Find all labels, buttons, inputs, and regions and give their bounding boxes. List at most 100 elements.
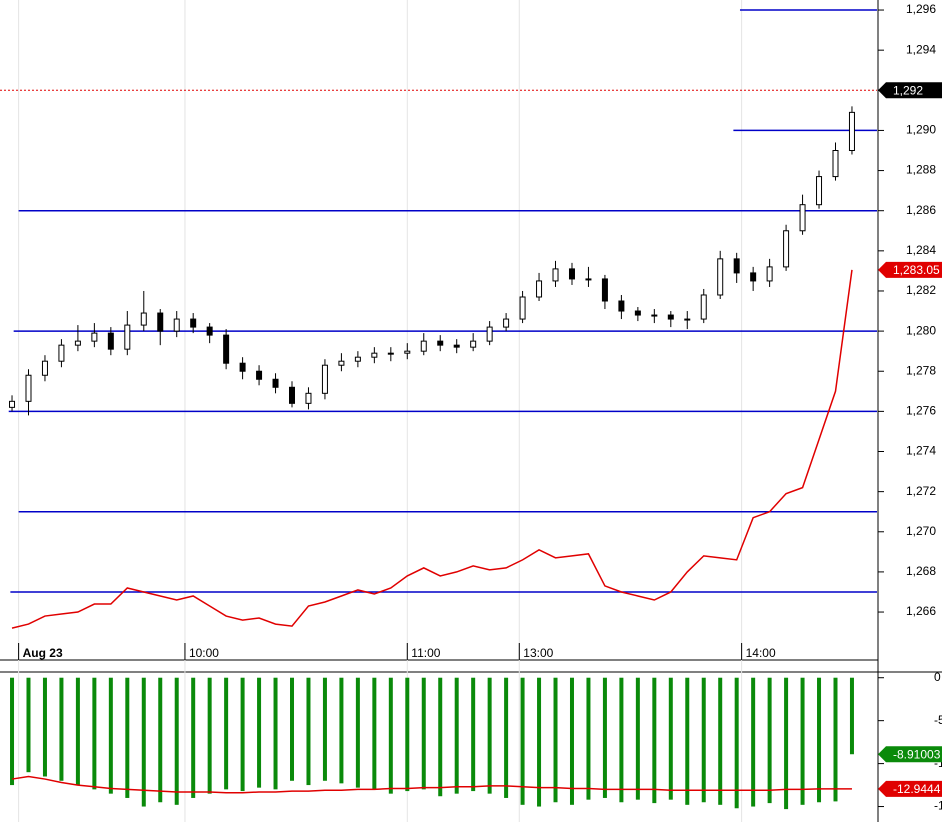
- candle-body: [338, 360, 345, 366]
- x-tick-label: 10:00: [189, 646, 219, 660]
- indicator-bar: [26, 677, 31, 773]
- indicator-bar: [504, 677, 509, 798]
- indicator-bar: [158, 677, 163, 803]
- y2-tick-label: 0: [934, 670, 941, 684]
- indicator-bar: [635, 677, 640, 800]
- candle-body: [601, 278, 608, 302]
- candle-body: [305, 392, 312, 404]
- candle-body: [503, 318, 510, 328]
- candle-body: [41, 360, 48, 376]
- price-marker: [878, 780, 942, 797]
- x-tick-label: 11:00: [411, 646, 440, 660]
- x-tick-label: 13:00: [523, 646, 553, 660]
- indicator-bar: [487, 677, 492, 794]
- candle-body: [552, 268, 559, 282]
- candle-body: [9, 400, 16, 408]
- indicator-bar: [75, 677, 80, 786]
- indicator-bar: [141, 677, 146, 807]
- y2-tick-label: -15: [934, 799, 942, 813]
- candle-body: [58, 344, 65, 362]
- indicator-bar: [59, 677, 64, 781]
- indicator-bar: [553, 677, 558, 803]
- indicator-bar: [92, 677, 97, 790]
- indicator-bar: [817, 677, 822, 803]
- indicator-bar: [273, 677, 278, 790]
- candle-body: [206, 326, 213, 336]
- indicator-bar: [372, 677, 377, 790]
- candle-body: [321, 364, 328, 394]
- y-tick-label: 1,294: [906, 42, 936, 56]
- y-tick-label: 1,280: [906, 323, 936, 337]
- indicator-bar: [224, 677, 229, 790]
- indicator-bar: [602, 677, 607, 798]
- indicator-bar: [784, 677, 789, 810]
- indicator-bar: [668, 677, 673, 800]
- x-tick-label: Aug 23: [23, 646, 63, 660]
- candle-body: [733, 258, 740, 274]
- candle-body: [239, 362, 246, 372]
- overlay-line: [11, 269, 853, 629]
- candle-body: [371, 352, 378, 358]
- price-marker: [878, 746, 942, 763]
- indicator-bar: [125, 677, 130, 798]
- candle-body: [536, 280, 543, 298]
- price-marker-label: -12.9444: [893, 782, 941, 796]
- y-tick-label: 1,278: [906, 363, 936, 377]
- price-marker-label: 1,283.05: [893, 263, 940, 277]
- candle-body: [107, 332, 114, 350]
- candle-body: [437, 340, 444, 346]
- y-tick-label: 1,290: [906, 123, 936, 137]
- candle-body: [470, 340, 477, 348]
- indicator-bar: [471, 677, 476, 792]
- candle-body: [783, 230, 790, 268]
- indicator-bar: [42, 677, 47, 777]
- y-tick-label: 1,296: [906, 2, 936, 16]
- indicator-bar: [734, 677, 739, 809]
- indicator-bar: [652, 677, 657, 804]
- y2-tick-label: -10: [934, 756, 942, 770]
- candle-body: [634, 310, 641, 316]
- indicator-bar: [421, 677, 426, 790]
- candle-body: [272, 378, 279, 388]
- indicator-bar: [405, 677, 410, 792]
- y-tick-label: 1,284: [906, 243, 936, 257]
- indicator-bar: [454, 677, 459, 794]
- candle-body: [157, 312, 164, 332]
- candle-body: [717, 258, 724, 296]
- y-tick-label: 1,266: [906, 604, 936, 618]
- indicator-bar: [569, 677, 574, 805]
- y-tick-label: 1,268: [906, 564, 936, 578]
- candle-body: [832, 150, 839, 178]
- candle-body: [651, 314, 658, 317]
- candle-body: [387, 352, 394, 355]
- y-tick-label: 1,272: [906, 484, 936, 498]
- indicator-bar: [685, 677, 690, 805]
- indicator-bar: [240, 677, 245, 792]
- candle-body: [519, 296, 526, 320]
- candle-body: [25, 374, 32, 402]
- candle-body: [585, 278, 592, 281]
- candle-body: [568, 268, 575, 280]
- candle-body: [486, 326, 493, 342]
- candle-body: [453, 344, 460, 348]
- indicator-line: [11, 775, 852, 794]
- candle-body: [700, 294, 707, 320]
- price-marker: [878, 82, 942, 99]
- candle-body: [124, 324, 131, 350]
- indicator-bar: [718, 677, 723, 805]
- indicator-bar: [619, 677, 624, 803]
- indicator-bar: [833, 677, 838, 802]
- indicator-bar: [537, 677, 542, 807]
- y-tick-label: 1,286: [906, 203, 936, 217]
- candle-body: [618, 300, 625, 312]
- indicator-bar: [306, 677, 311, 786]
- indicator-bar: [438, 677, 443, 797]
- indicator-bar: [290, 677, 295, 781]
- y-tick-label: 1,288: [906, 163, 936, 177]
- indicator-bar: [355, 677, 360, 788]
- indicator-bar: [849, 677, 854, 755]
- indicator-bar: [322, 677, 327, 781]
- x-tick-label: 14:00: [746, 646, 776, 660]
- candle-body: [684, 318, 691, 321]
